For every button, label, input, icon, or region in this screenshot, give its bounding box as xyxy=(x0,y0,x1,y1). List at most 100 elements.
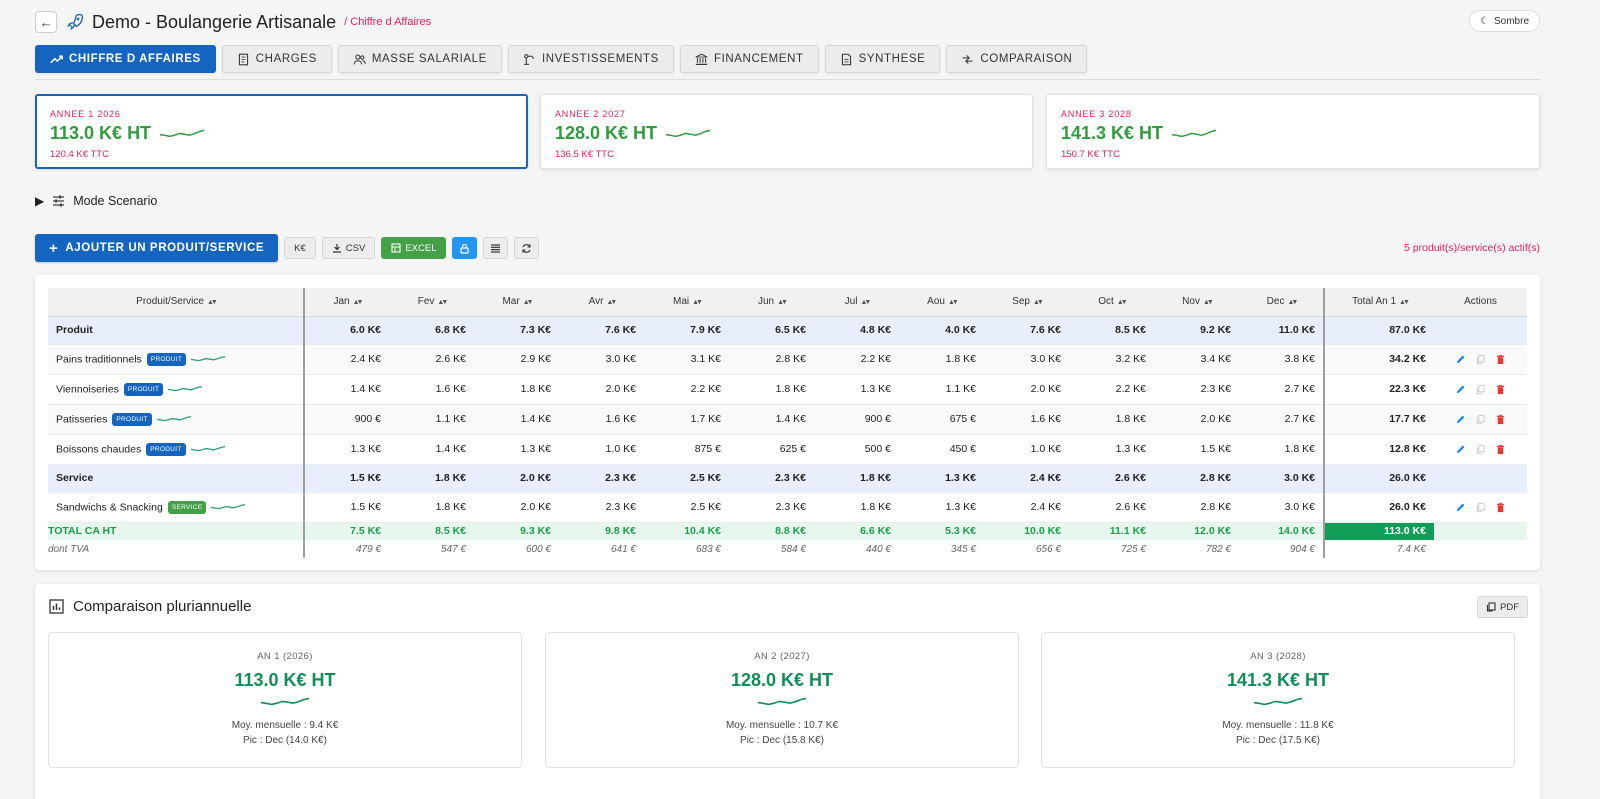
mode-scenario-toggle[interactable]: ▶ Mode Scenario xyxy=(35,194,157,208)
product-name: Sandwichs & Snacking xyxy=(56,500,163,513)
duplicate-icon[interactable] xyxy=(1475,384,1486,395)
month-value: 2.6 K€ xyxy=(1069,492,1154,523)
duplicate-icon[interactable] xyxy=(1475,414,1486,425)
tab-synthese[interactable]: SYNTHESE xyxy=(824,45,941,73)
duplicate-icon[interactable] xyxy=(1475,354,1486,365)
month-value: 1.3 K€ xyxy=(814,374,899,405)
column-header-month[interactable]: Jun ▲▼ xyxy=(729,288,814,317)
bar-chart-icon xyxy=(49,599,64,614)
group-month-value: 1.8 K€ xyxy=(389,464,474,493)
list-view-button[interactable] xyxy=(483,237,509,259)
month-value: 900 € xyxy=(814,404,899,435)
column-header-month[interactable]: Dec ▲▼ xyxy=(1239,288,1324,317)
column-header-month-label: Jul xyxy=(844,296,858,308)
tab-label: CHARGES xyxy=(255,53,317,65)
column-header-month-label: Sep xyxy=(1012,296,1030,308)
month-value: 1.8 K€ xyxy=(729,374,814,405)
column-header-month[interactable]: Sep ▲▼ xyxy=(984,288,1069,317)
edit-icon[interactable] xyxy=(1455,414,1466,425)
delete-icon[interactable] xyxy=(1495,414,1506,425)
group-month-value: 9.2 K€ xyxy=(1154,316,1239,345)
add-product-button[interactable]: + AJOUTER UN PRODUIT/SERVICE xyxy=(35,234,279,262)
month-value: 2.3 K€ xyxy=(1154,374,1239,405)
tva-actions xyxy=(1434,540,1527,558)
year-card-ht-value: 113.0 K€ HT xyxy=(50,123,152,143)
revenue-table-panel: Produit/Service ▲▼ Jan ▲▼ Fev ▲▼ Mar ▲▼ Avr ▲▼ Mai… xyxy=(35,275,1540,570)
month-value: 1.5 K€ xyxy=(304,492,389,523)
table-row: Boissons chaudes PRODUIT 1.3 K€ 1.4 K€ 1.3 K… xyxy=(48,434,1527,465)
comparison-card-ht: 141.3 K€ HT xyxy=(1226,670,1330,690)
edit-icon[interactable] xyxy=(1455,354,1466,365)
column-header-month[interactable]: Jan ▲▼ xyxy=(304,288,389,317)
refresh-button[interactable] xyxy=(514,237,540,259)
month-value: 2.2 K€ xyxy=(644,374,729,405)
tab-chiffre-affaires[interactable]: CHIFFRE D AFFAIRES xyxy=(35,45,216,73)
lock-button[interactable] xyxy=(452,237,478,259)
month-value: 1.8 K€ xyxy=(1069,404,1154,435)
theme-label: Sombre xyxy=(1493,15,1529,27)
month-value: 2.8 K€ xyxy=(729,344,814,375)
tva-month-value: 547 € xyxy=(440,543,466,555)
total-month-value: 5.3 K€ xyxy=(899,522,984,540)
tva-month-value: 641 € xyxy=(610,543,636,555)
year-card-1[interactable]: ANNEE 1 2026 113.0 K€ HT 120.4 K€ TTC xyxy=(35,94,528,169)
app-header: ← Demo - Boulangerie Artisanale / Chiffr… xyxy=(35,10,1540,34)
theme-toggle-button[interactable]: ☾ Sombre xyxy=(1469,10,1540,32)
column-header-month[interactable]: Mai ▲▼ xyxy=(644,288,729,317)
export-excel-button[interactable]: EXCEL xyxy=(381,237,447,259)
delete-icon[interactable] xyxy=(1495,354,1506,365)
column-header-name[interactable]: Produit/Service ▲▼ xyxy=(48,288,305,317)
sort-icon: ▲▼ xyxy=(606,299,617,307)
total-month-value: 11.1 K€ xyxy=(1069,522,1154,540)
tab-label: MASSE SALARIALE xyxy=(371,53,487,65)
row-actions xyxy=(1434,344,1527,375)
month-value: 625 € xyxy=(729,434,814,465)
breadcrumb: / Chiffre d Affaires xyxy=(344,16,432,28)
column-header-month[interactable]: Mar ▲▼ xyxy=(474,288,559,317)
group-row: Produit 6.0 K€ 6.8 K€ 7.3 K€ 7.6 K€ 7.9 K€ 6.5… xyxy=(48,316,1527,345)
month-value: 875 € xyxy=(644,434,729,465)
delete-icon[interactable] xyxy=(1495,444,1506,455)
column-header-month[interactable]: Avr ▲▼ xyxy=(559,288,644,317)
group-row: Service 1.5 K€ 1.8 K€ 2.0 K€ 2.3 K€ 2.5 K€ 2.3… xyxy=(48,464,1527,493)
year-card-2[interactable]: ANNEE 2 2027 128.0 K€ HT 136.5 K€ TTC xyxy=(540,94,1033,169)
column-header-month[interactable]: Oct ▲▼ xyxy=(1069,288,1154,317)
duplicate-icon[interactable] xyxy=(1475,502,1486,513)
edit-icon[interactable] xyxy=(1455,502,1466,513)
delete-icon[interactable] xyxy=(1495,384,1506,395)
tab-comparaison[interactable]: COMPARAISON xyxy=(946,45,1088,73)
column-header-month[interactable]: Aou ▲▼ xyxy=(899,288,984,317)
column-header-month-label: Dec xyxy=(1266,296,1285,308)
plus-icon: + xyxy=(49,239,59,257)
tab-charges[interactable]: CHARGES xyxy=(221,45,332,73)
document-icon xyxy=(841,53,851,65)
edit-icon[interactable] xyxy=(1455,384,1466,395)
column-header-month-label: Mar xyxy=(502,296,520,308)
export-pdf-button[interactable]: PDF xyxy=(1477,596,1528,618)
column-header-month[interactable]: Fev ▲▼ xyxy=(389,288,474,317)
sparkline xyxy=(757,697,807,706)
tab-label: CHIFFRE D AFFAIRES xyxy=(69,53,201,65)
tab-financement[interactable]: FINANCEMENT xyxy=(679,45,819,73)
year-card-3[interactable]: ANNEE 3 2028 141.3 K€ HT 150.7 K€ TTC xyxy=(1046,94,1540,169)
month-value: 2.7 K€ xyxy=(1239,404,1324,435)
column-header-actions: Actions xyxy=(1434,288,1527,317)
tab-investissements[interactable]: INVESTISSEMENTS xyxy=(507,45,674,73)
tab-label: FINANCEMENT xyxy=(713,53,804,65)
tab-masse-salariale[interactable]: MASSE SALARIALE xyxy=(337,45,502,73)
unit-toggle-button[interactable]: K€ xyxy=(284,237,316,259)
column-header-total[interactable]: Total An 1 ▲▼ xyxy=(1323,288,1434,317)
duplicate-icon[interactable] xyxy=(1475,444,1486,455)
edit-icon[interactable] xyxy=(1455,444,1466,455)
delete-icon[interactable] xyxy=(1495,502,1506,513)
row-total: 22.3 K€ xyxy=(1323,374,1434,405)
month-value: 2.0 K€ xyxy=(1154,404,1239,435)
column-header-month[interactable]: Jul ▲▼ xyxy=(814,288,899,317)
year-card-ht: 141.3 K€ HT xyxy=(1061,123,1525,144)
column-header-month[interactable]: Nov ▲▼ xyxy=(1154,288,1239,317)
export-csv-button[interactable]: CSV xyxy=(321,237,376,259)
total-month-value: 9.8 K€ xyxy=(559,522,644,540)
back-button[interactable]: ← xyxy=(35,11,57,33)
tab-label: COMPARAISON xyxy=(980,53,1073,65)
product-cell: Viennoiseries PRODUIT xyxy=(48,374,305,405)
